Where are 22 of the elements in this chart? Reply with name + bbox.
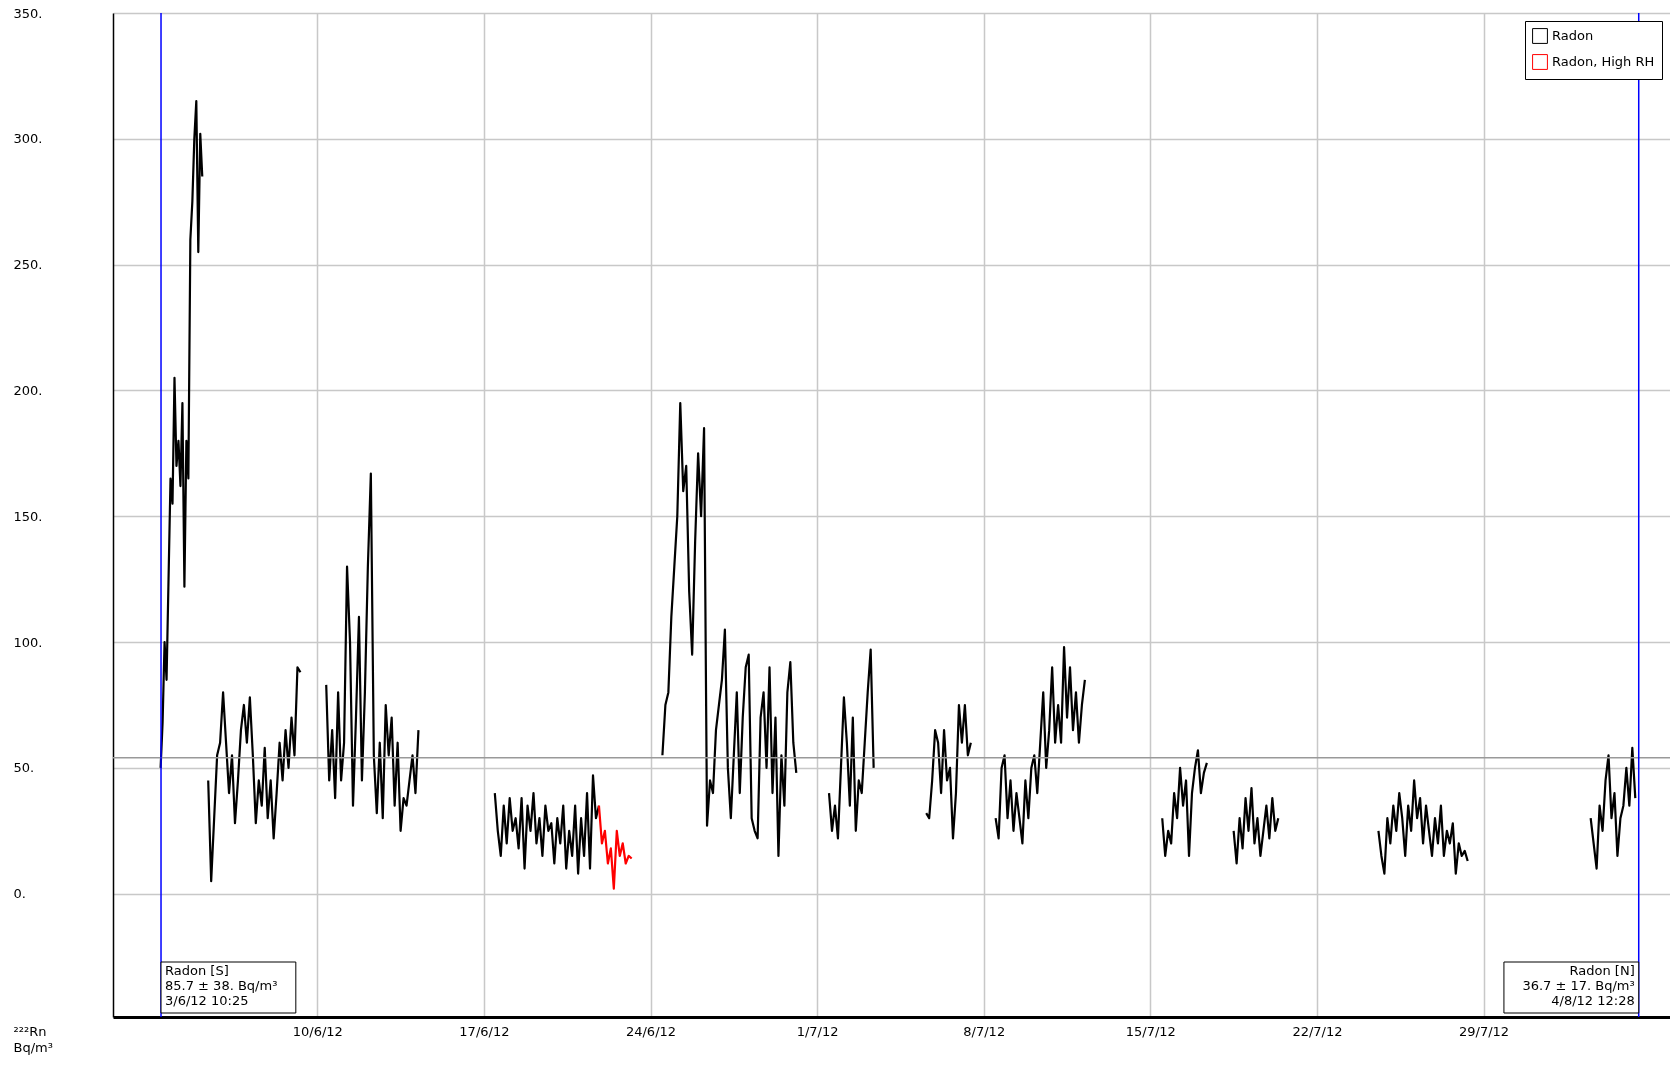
x-tick-label: 15/7/12 [1125,1023,1176,1039]
y-tick-label: 350. [13,5,43,21]
line-series [597,804,633,890]
y-axis-title: ²²²Rn Bq/m³ [13,1023,53,1055]
y-tick-label: 200. [13,382,43,398]
y-tick-label: 250. [13,257,43,273]
ref-line-label: Radon [N] 36.7 ± 17. Bq/m³ 4/8/12 12:28 [1522,963,1635,1008]
x-tick-label: 8/7/12 [963,1023,1006,1039]
legend-label: Radon, High RH [1552,54,1655,69]
y-tick-label: 50. [13,760,35,776]
x-tick-label: 29/7/12 [1458,1023,1510,1039]
legend-label: Radon [1552,28,1594,43]
y-tick-label: 0. [13,886,26,902]
x-tick-label: 1/7/12 [796,1023,839,1039]
y-tick-label: 150. [13,508,43,524]
ref-line-label: Radon [S] 85.7 ± 38. Bq/m³ 3/6/12 10:25 [165,963,278,1008]
y-tick-label: 300. [13,131,43,147]
x-tick-label: 24/6/12 [625,1023,677,1039]
x-tick-label: 22/7/12 [1292,1023,1343,1039]
x-tick-label: 17/6/12 [459,1023,510,1039]
y-tick-label: 100. [13,634,43,650]
x-tick-label: 10/6/12 [292,1023,343,1039]
